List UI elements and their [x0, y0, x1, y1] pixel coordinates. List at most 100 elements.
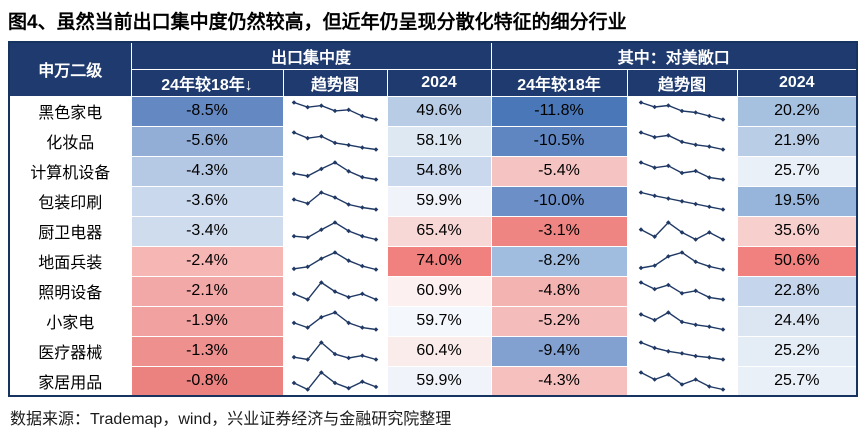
sparkline-marker: [360, 325, 365, 330]
sparkline-marker: [332, 140, 338, 146]
conc-trend-cell: [282, 335, 388, 367]
trend-sparkline: [291, 130, 379, 152]
sparkline-marker: [373, 237, 379, 242]
us-2024-cell: 20.2%: [736, 95, 858, 127]
sparkline-marker: [720, 297, 726, 302]
sparkline-marker: [360, 205, 365, 210]
us-change-cell: -8.2%: [490, 245, 628, 277]
sparkline-marker: [291, 266, 297, 272]
sparkline-marker: [679, 170, 685, 176]
conc-2024-cell: 58.1%: [386, 125, 492, 157]
sparkline-marker: [652, 134, 657, 140]
sparkline-marker: [305, 386, 310, 392]
sparkline-marker: [707, 383, 712, 389]
us-trend-cell: [626, 275, 738, 307]
conc-change-cell: -3.6%: [130, 185, 284, 217]
sparkline-marker: [360, 174, 365, 180]
sparkline-marker: [332, 220, 338, 225]
sparkline-marker: [360, 353, 365, 358]
conc-change-cell: -1.9%: [130, 305, 284, 337]
us-2024-cell: 22.8%: [736, 275, 858, 307]
sparkline-marker: [332, 310, 338, 315]
sparkline-marker: [638, 160, 644, 165]
sparkline-marker: [666, 310, 671, 315]
sparkline-marker: [360, 145, 365, 150]
sparkline-marker: [373, 207, 379, 212]
us-2024-cell: 21.9%: [736, 125, 858, 157]
trend-sparkline: [291, 340, 379, 362]
sparkline-marker: [707, 113, 712, 119]
sparkline-marker: [373, 267, 379, 272]
sparkline-marker: [360, 233, 365, 239]
sparkline-marker: [319, 190, 324, 195]
sparkline-marker: [679, 108, 685, 114]
sparkline-marker: [693, 353, 698, 359]
trend-sparkline: [291, 160, 379, 182]
sparkline-marker: [291, 320, 297, 326]
sparkline-marker: [693, 110, 698, 115]
conc-2024-cell: 65.4%: [386, 215, 492, 247]
us-change-cell: -10.5%: [490, 125, 628, 157]
sparkline-marker: [305, 297, 310, 302]
conc-2024-cell: 49.6%: [386, 95, 492, 127]
sparkline-marker: [666, 196, 671, 201]
sparkline-marker: [291, 171, 297, 176]
sparkline-marker: [638, 265, 644, 271]
export-concentration-table: 申万二级 出口集中度 其中：对美敞口 24年较18年↓ 趋势图 2024 24年…: [8, 41, 859, 397]
us-trend-cell: [626, 365, 738, 397]
conc-trend-cell: [282, 275, 388, 307]
sparkline-marker: [305, 357, 310, 362]
us-2024-cell: 50.6%: [736, 245, 858, 277]
us-change-cell: -10.0%: [490, 185, 628, 217]
trend-sparkline: [638, 340, 726, 362]
sparkline-marker: [332, 380, 338, 386]
sparkline-marker: [693, 322, 698, 328]
industry-label: 化妆品: [8, 125, 132, 157]
industry-label: 黑色家电: [8, 95, 132, 127]
us-2024-cell: 25.7%: [736, 155, 858, 187]
sparkline-marker: [720, 147, 726, 152]
us-trend-cell: [626, 155, 738, 187]
us-change-cell: -5.2%: [490, 305, 628, 337]
sparkline-marker: [373, 327, 379, 332]
conc-trend-cell: [282, 305, 388, 337]
sparkline-marker: [638, 190, 644, 195]
sparkline-marker: [652, 263, 657, 268]
conc-change-cell: -1.3%: [130, 335, 284, 367]
conc-change-cell: -0.8%: [130, 365, 284, 397]
us-2024-cell: 19.5%: [736, 185, 858, 217]
conc-trend-cell: [282, 125, 388, 157]
us-2024-cell: 24.4%: [736, 305, 858, 337]
sparkline-marker: [652, 193, 657, 199]
sparkline-marker: [666, 254, 671, 259]
us-trend-cell: [626, 305, 738, 337]
conc-trend-cell: [282, 365, 388, 397]
sparkline-marker: [652, 234, 657, 239]
sparkline-marker: [319, 166, 324, 172]
trend-sparkline: [638, 100, 726, 122]
table-row: 厨卫电器 -3.4% 65.4% -3.1% 35.6%: [8, 215, 858, 247]
conc-2024-cell: 59.7%: [386, 305, 492, 337]
us-change-cell: -3.1%: [490, 215, 628, 247]
table-body: 黑色家电 -8.5% 49.6% -11.8% 20.2% 化妆品 -5.6% 58.1% -1…: [8, 95, 858, 397]
conc-change-cell: -2.4%: [130, 245, 284, 277]
sparkline-marker: [679, 351, 685, 356]
conc-change-cell: -3.4%: [130, 215, 284, 247]
us-change-cell: -4.8%: [490, 275, 628, 307]
sparkline-marker: [319, 103, 324, 108]
us-change-cell: -5.4%: [490, 155, 628, 187]
table-row: 照明设备 -2.1% 60.9% -4.8% 22.8%: [8, 275, 858, 307]
table-row: 化妆品 -5.6% 58.1% -10.5% 21.9%: [8, 125, 858, 157]
sparkline-marker: [693, 237, 698, 242]
sparkline-marker: [693, 259, 698, 265]
figure-title: 图4、虽然当前出口集中度仍然较高，但近年仍呈现分散化特征的细分行业: [8, 12, 627, 33]
sparkline-marker: [291, 130, 297, 135]
conc-change-cell: -2.1%: [130, 275, 284, 307]
sparkline-marker: [332, 195, 338, 200]
column-header-row: 24年较18年↓ 趋势图 2024 24年较18年 趋势图 2024: [9, 68, 858, 97]
sparkline-marker: [707, 355, 712, 360]
sparkline-marker: [332, 351, 338, 357]
us-change-cell: -4.3%: [490, 365, 628, 397]
sparkline-marker: [319, 133, 324, 139]
trend-sparkline: [638, 130, 726, 152]
